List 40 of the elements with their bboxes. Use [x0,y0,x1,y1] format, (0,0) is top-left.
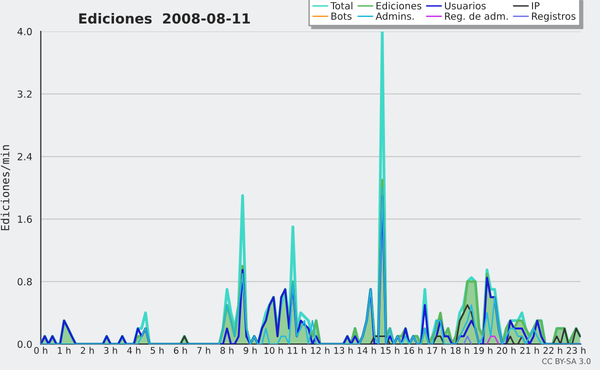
x-tick-label: 7 h [197,346,210,354]
x-tick-label: 11 h [288,346,306,354]
x-tick-label: 18 h [450,346,470,354]
x-tick-label: 14 h [358,346,376,354]
legend-label: Bots [331,12,352,20]
y-tick-label: 4.0 [17,28,32,36]
y-tick-label: 2.4 [18,152,32,160]
x-tick-label: 22 h [543,346,562,354]
x-tick-label: 12 h [311,346,330,354]
x-tick-label: 2 h [80,346,94,354]
x-tick-label: 16 h [404,346,422,354]
x-tick-label: 23 h [566,346,586,354]
legend-label: Ediciones [376,2,422,10]
chart-title: Ediciones 2008-08-11 [79,12,250,24]
x-tick-label: 20 h [496,346,516,354]
x-tick-label: 10 h [264,346,283,354]
legend-label: Admins. [376,12,414,20]
legend-label: Registros [532,12,576,22]
x-tick-label: 0 h [34,346,48,354]
x-tick-label: 15 h [380,346,400,354]
legend-label: Reg. de adm. [445,12,508,22]
legend-label: Total [330,2,352,10]
x-tick-label: 19 h [474,346,492,354]
x-tick-label: 3 h [104,346,118,354]
x-tick-label: 6 h [174,346,187,354]
y-tick-label: 3.2 [18,90,32,98]
x-tick-label: 1 h [58,346,70,354]
x-tick-label: 21 h [520,346,539,354]
x-tick-label: 4 h [127,346,140,354]
y-tick-label: 0.0 [18,340,32,348]
x-tick-label: 8 h [220,346,234,354]
x-tick-label: 9 h [244,346,257,354]
x-tick-label: 17 h [427,346,446,354]
x-tick-label: 13 h [334,346,353,354]
y-tick-label: 0.8 [18,278,32,286]
x-tick-label: 5 h [150,346,164,354]
y-tick-label: 1.6 [18,216,32,223]
legend-label: Usuarios [444,2,486,10]
y-axis-title: Ediciones/min [0,145,10,230]
legend-label: IP [532,2,540,10]
